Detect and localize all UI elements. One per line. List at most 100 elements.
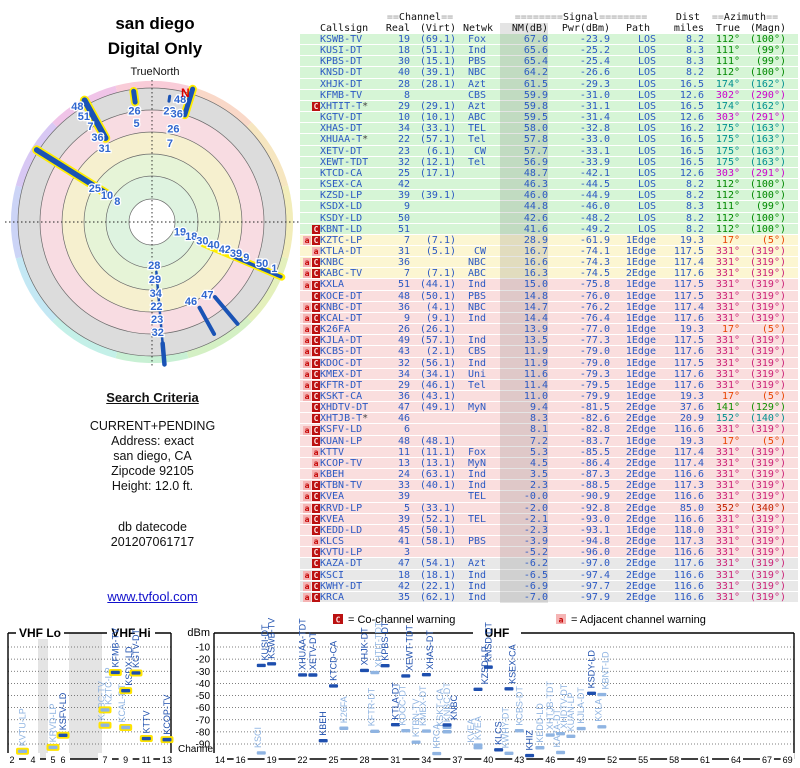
co-channel-warning-badge: C	[312, 235, 320, 245]
adjacent-warning-badge: a	[312, 459, 320, 469]
signal-spoke	[167, 94, 172, 103]
co-channel-warning-badge: C	[312, 570, 320, 580]
channel-tick-label: 11	[142, 755, 151, 765]
co-channel-warning-badge: C	[312, 258, 320, 268]
channel-tick-label: 69	[783, 755, 793, 765]
spoke-channel-label: 26	[128, 105, 140, 117]
tick-bg	[512, 753, 527, 764]
co-channel-warning-badge: C	[312, 280, 320, 290]
table-row: KSEX-CA 42 46.3 -44.5 LOS 8.2 112° (100°)	[300, 179, 798, 191]
station-bar	[141, 736, 151, 741]
co-channel-warning-badge: C	[312, 514, 320, 524]
station-label: KSFV-LD	[58, 692, 68, 730]
table-row: a KCOP-TV 13 (13.1) MyN 4.5 -86.4 2Edge 117.…	[300, 457, 798, 470]
tvfool-link[interactable]: www.tvfool.com	[107, 589, 198, 604]
spoke-channel-label: 32	[152, 327, 164, 339]
legend-swatch	[556, 614, 566, 624]
spoke-channel-label: 1	[271, 263, 277, 275]
station-bar	[100, 708, 110, 712]
station-bar	[162, 737, 172, 742]
table-row: KFMB-TV 8 CBS 59.9 -31.0 LOS 12.6 302° (290…	[300, 89, 798, 101]
tick-bg	[780, 753, 795, 764]
spoke-channel-label: 50	[256, 258, 268, 270]
tick-bg	[636, 753, 651, 764]
tick-bg	[729, 753, 743, 764]
station-bar	[18, 749, 27, 753]
station-label: KDOC-DT	[397, 684, 407, 725]
station-label: XHTIT-TDT	[373, 621, 383, 667]
tick-bg	[605, 753, 620, 764]
tick-bg	[264, 753, 279, 764]
co-channel-warning-badge: C	[312, 503, 320, 513]
station-label: KUAN-LP	[566, 692, 576, 731]
callsign-cell: KWHY-DT	[320, 580, 363, 592]
tick-bg	[295, 753, 310, 764]
channel-tick-label: 49	[576, 755, 586, 765]
adjacent-warning-badge: a	[303, 570, 311, 580]
search-criteria-line: san diego, CA	[113, 449, 192, 463]
adjacent-warning-badge: a	[312, 447, 320, 457]
table-row: C KAZA-DT 47 (54.1) Azt -6.2 -97.0 2Edge 117…	[300, 558, 798, 570]
signal-spoke	[182, 86, 196, 118]
station-bar	[370, 729, 380, 733]
table-row: a C KRVD-LP 5 (33.1) -2.0 -92.8 2Edge 85.0 35…	[300, 502, 798, 514]
station-bar	[525, 753, 535, 758]
tick-bg	[698, 753, 713, 764]
station-bar	[401, 674, 411, 678]
co-channel-warning-badge: C	[312, 425, 320, 435]
channel-axis-title: Channel	[178, 744, 215, 755]
callsign-cell: KRCA	[320, 591, 345, 603]
station-label: KABC-TV	[97, 681, 107, 720]
adjacent-warning-badge: a	[303, 492, 311, 502]
table-row: a C K26FA 26 (26.1) 13.9 -77.0 1Edge 19.3 17°…	[300, 324, 798, 336]
station-bar	[421, 729, 431, 733]
station-bar	[318, 739, 328, 743]
callsign-cell: KVTU-LP	[320, 547, 363, 559]
adjacent-warning-badge: a	[303, 380, 311, 390]
station-bar	[556, 731, 566, 736]
adjacent-warning-badge: a	[303, 425, 311, 435]
station-label: KCOP-TV	[162, 695, 172, 735]
callsign-cell: KSDX-LD	[320, 201, 363, 213]
callsign-cell: KCBS-DT	[320, 346, 363, 358]
adjacent-warning-badge: a	[303, 302, 311, 312]
channel-tick-label: 14	[215, 755, 225, 765]
station-label: KJLA-DT	[576, 687, 586, 724]
station-label: KSWB-TV	[267, 618, 277, 659]
callsign-cell: KSKT-CA	[320, 391, 363, 402]
station-label: KZTC-LP	[104, 667, 114, 705]
station-label: XHTJB-TDT	[545, 681, 555, 730]
station-label: KWHY-DT	[500, 707, 510, 749]
station-bar	[411, 740, 421, 744]
legend-text: = Adjacent channel warning	[571, 614, 706, 626]
co-channel-warning-badge: C	[312, 313, 320, 323]
station-bar	[48, 745, 58, 750]
table-row: a C KFTR-DT 29 (46.1) Tel 11.4 -79.5 1Edge 11…	[300, 379, 798, 391]
callsign-cell: KFTR-DT	[320, 379, 363, 391]
channel-tick-label: 61	[700, 755, 710, 765]
station-label: KMEX-DT	[418, 685, 428, 726]
callsign-cell: XEWT-TDT	[320, 156, 369, 168]
callsign-cell: KSFV-LD	[320, 424, 363, 436]
callsign-cell: KSEX-CA	[320, 179, 363, 191]
station-bar	[256, 663, 266, 668]
station-label: KXLA	[593, 699, 603, 722]
station-bar	[473, 687, 483, 692]
signal-spoke	[197, 305, 217, 336]
spoke-channel-label: 28	[148, 260, 160, 272]
station-label: KEDD-LD	[535, 703, 545, 743]
band-title: UHF	[485, 626, 510, 640]
co-channel-warning-badge: C	[312, 291, 320, 301]
station-label: XHDTV-DT	[559, 683, 569, 729]
tick-bg	[56, 753, 70, 764]
band-title: VHF Hi	[111, 626, 150, 640]
table-row: a KBEH 24 (63.1) Ind 3.5 -87.3 2Edge 116.6 3…	[300, 469, 798, 481]
station-label: KBEH	[318, 711, 328, 736]
channel-tick-label: 31	[390, 755, 400, 765]
spoke-channel-label: 40	[207, 240, 219, 252]
station-label: KRCA	[432, 724, 442, 749]
station-label: KFMB-TV	[110, 628, 120, 668]
adjacent-warning-badge: a	[303, 336, 311, 346]
table-row: XETV-DT 23 (6.1) CW 57.7 -33.1 LOS 16.5 175…	[300, 145, 798, 157]
co-channel-warning-badge: C	[312, 325, 320, 335]
